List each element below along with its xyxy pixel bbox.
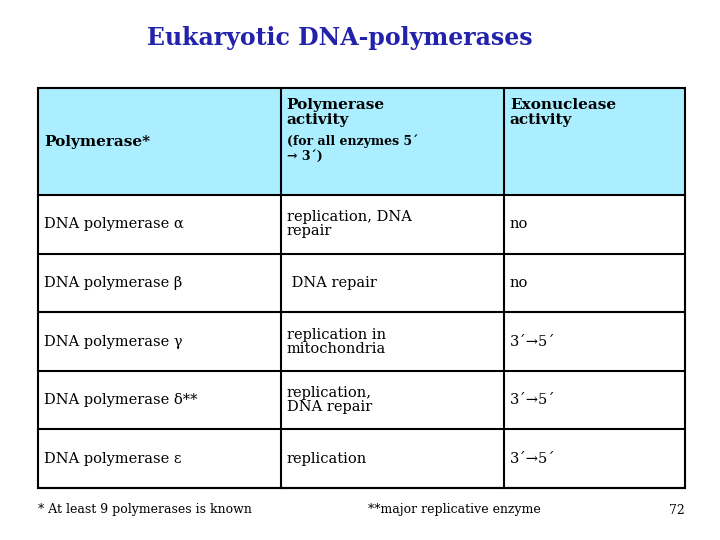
- Text: DNA polymerase γ: DNA polymerase γ: [44, 335, 183, 349]
- Text: activity: activity: [510, 113, 572, 127]
- Text: no: no: [510, 218, 528, 232]
- Text: replication,: replication,: [287, 386, 372, 400]
- Text: no: no: [510, 276, 528, 290]
- Text: **major replicative enzyme: **major replicative enzyme: [368, 503, 541, 516]
- Text: activity: activity: [287, 113, 349, 127]
- Text: DNA polymerase ε: DNA polymerase ε: [44, 452, 181, 465]
- Text: replication in: replication in: [287, 328, 386, 342]
- Text: 72: 72: [670, 503, 685, 516]
- Text: DNA polymerase β: DNA polymerase β: [44, 276, 182, 290]
- Text: 3´→5´: 3´→5´: [510, 452, 555, 465]
- Text: mitochondria: mitochondria: [287, 342, 386, 356]
- Text: DNA polymerase δ**: DNA polymerase δ**: [44, 393, 197, 407]
- Text: Polymerase: Polymerase: [287, 98, 384, 112]
- Text: (for all enzymes 5´: (for all enzymes 5´: [287, 134, 418, 147]
- Text: Polymerase*: Polymerase*: [44, 134, 150, 149]
- Text: 3´→5´: 3´→5´: [510, 335, 555, 349]
- Text: DNA repair: DNA repair: [287, 400, 372, 414]
- Text: repair: repair: [287, 225, 332, 239]
- Bar: [38, 88, 685, 488]
- Text: replication, DNA: replication, DNA: [287, 211, 412, 225]
- Text: replication: replication: [287, 452, 367, 465]
- Text: Eukaryotic DNA-polymerases: Eukaryotic DNA-polymerases: [147, 26, 533, 50]
- Text: DNA repair: DNA repair: [287, 276, 377, 290]
- Text: → 3´): → 3´): [287, 150, 323, 163]
- Text: * At least 9 polymerases is known: * At least 9 polymerases is known: [38, 503, 252, 516]
- Bar: [38, 88, 685, 195]
- Text: 3´→5´: 3´→5´: [510, 393, 555, 407]
- Text: DNA polymerase α: DNA polymerase α: [44, 218, 184, 232]
- Text: Exonuclease: Exonuclease: [510, 98, 616, 112]
